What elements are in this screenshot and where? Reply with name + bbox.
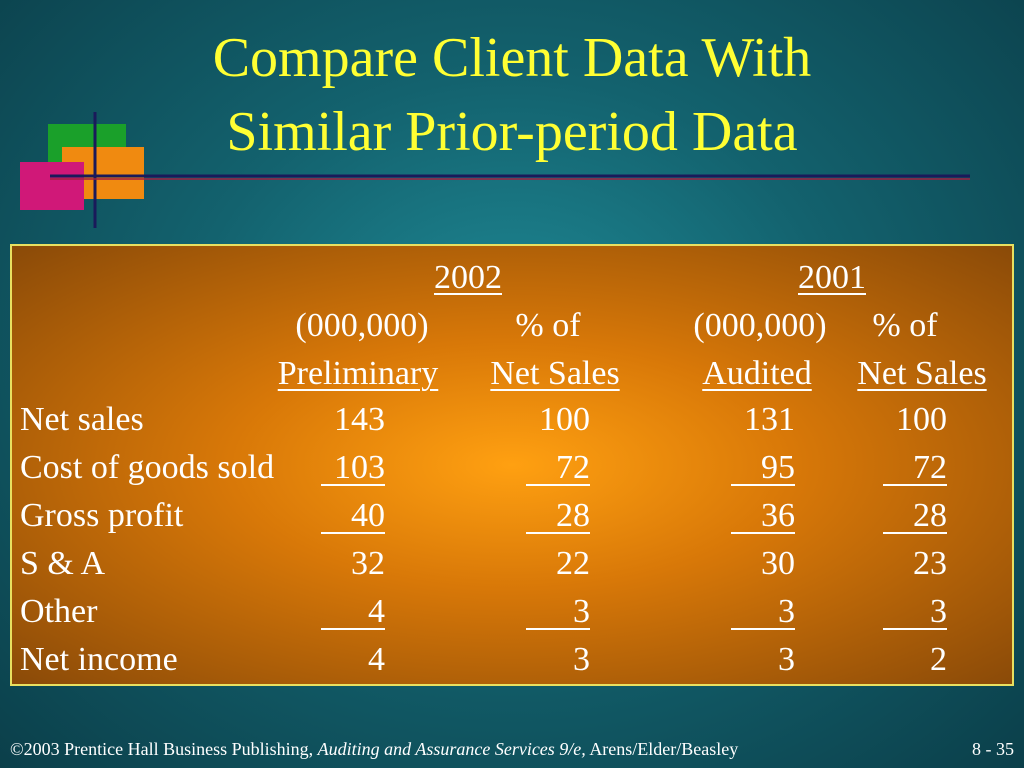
table-cell: 4 (368, 641, 385, 678)
footer-book: Auditing and Assurance Services 9/e, (317, 739, 586, 759)
table-cell: 3 (526, 592, 590, 630)
title-line: Similar Prior-period Data (226, 101, 798, 163)
footer-publisher: ©2003 Prentice Hall Business Publishing, (10, 739, 314, 759)
year-header: 2002 (434, 259, 502, 296)
table-cell: 72 (883, 448, 947, 486)
column-header: (000,000) (295, 307, 429, 344)
table-cell: 103 (321, 448, 385, 486)
row-label: Net sales (20, 401, 144, 438)
column-header: Preliminary (277, 355, 439, 392)
table-cell: 40 (321, 496, 385, 534)
table-cell: 32 (351, 545, 385, 582)
row-label: Gross profit (20, 497, 184, 534)
row-label: S & A (20, 545, 106, 582)
table-cell: 3 (883, 592, 947, 630)
table-cell: 72 (526, 448, 590, 486)
footer-authors: Arens/Elder/Beasley (589, 739, 739, 759)
table-cell: 131 (744, 401, 795, 438)
column-header: Net Sales (857, 355, 987, 392)
table-cell: 143 (334, 401, 385, 438)
table-cell: 3 (731, 592, 795, 630)
row-label: Cost of goods sold (20, 449, 275, 486)
title-line: Compare Client Data With (212, 27, 812, 89)
table-cell: 28 (883, 496, 947, 534)
table-cell: 100 (896, 401, 947, 438)
table-cell: 100 (539, 401, 590, 438)
row-label: Other (20, 593, 98, 630)
footer: ©2003 Prentice Hall Business Publishing,… (10, 738, 738, 760)
data-table: 2002 2001 (000,000) % of (000,000) % of Prelim… (10, 244, 1014, 686)
table-cell: 95 (731, 448, 795, 486)
table-cell: 22 (556, 545, 590, 582)
column-header: % of (872, 307, 938, 344)
table-cell: 28 (526, 496, 590, 534)
table-cell: 2 (930, 641, 947, 678)
column-header: Net Sales (490, 355, 620, 392)
year-header: 2001 (798, 259, 866, 296)
table-cell: 3 (778, 641, 795, 678)
table-cell: 4 (321, 592, 385, 630)
column-header: (000,000) (693, 307, 827, 344)
table-cell: 30 (761, 545, 795, 582)
row-label: Net income (20, 641, 178, 678)
table-cell: 23 (913, 545, 947, 582)
column-header: Audited (702, 355, 812, 392)
column-header: % of (515, 307, 581, 344)
logo-decoration (20, 112, 970, 228)
table-cell: 3 (573, 641, 590, 678)
table-cell: 36 (731, 496, 795, 534)
footer-page: 8 - 35 (972, 739, 1014, 759)
